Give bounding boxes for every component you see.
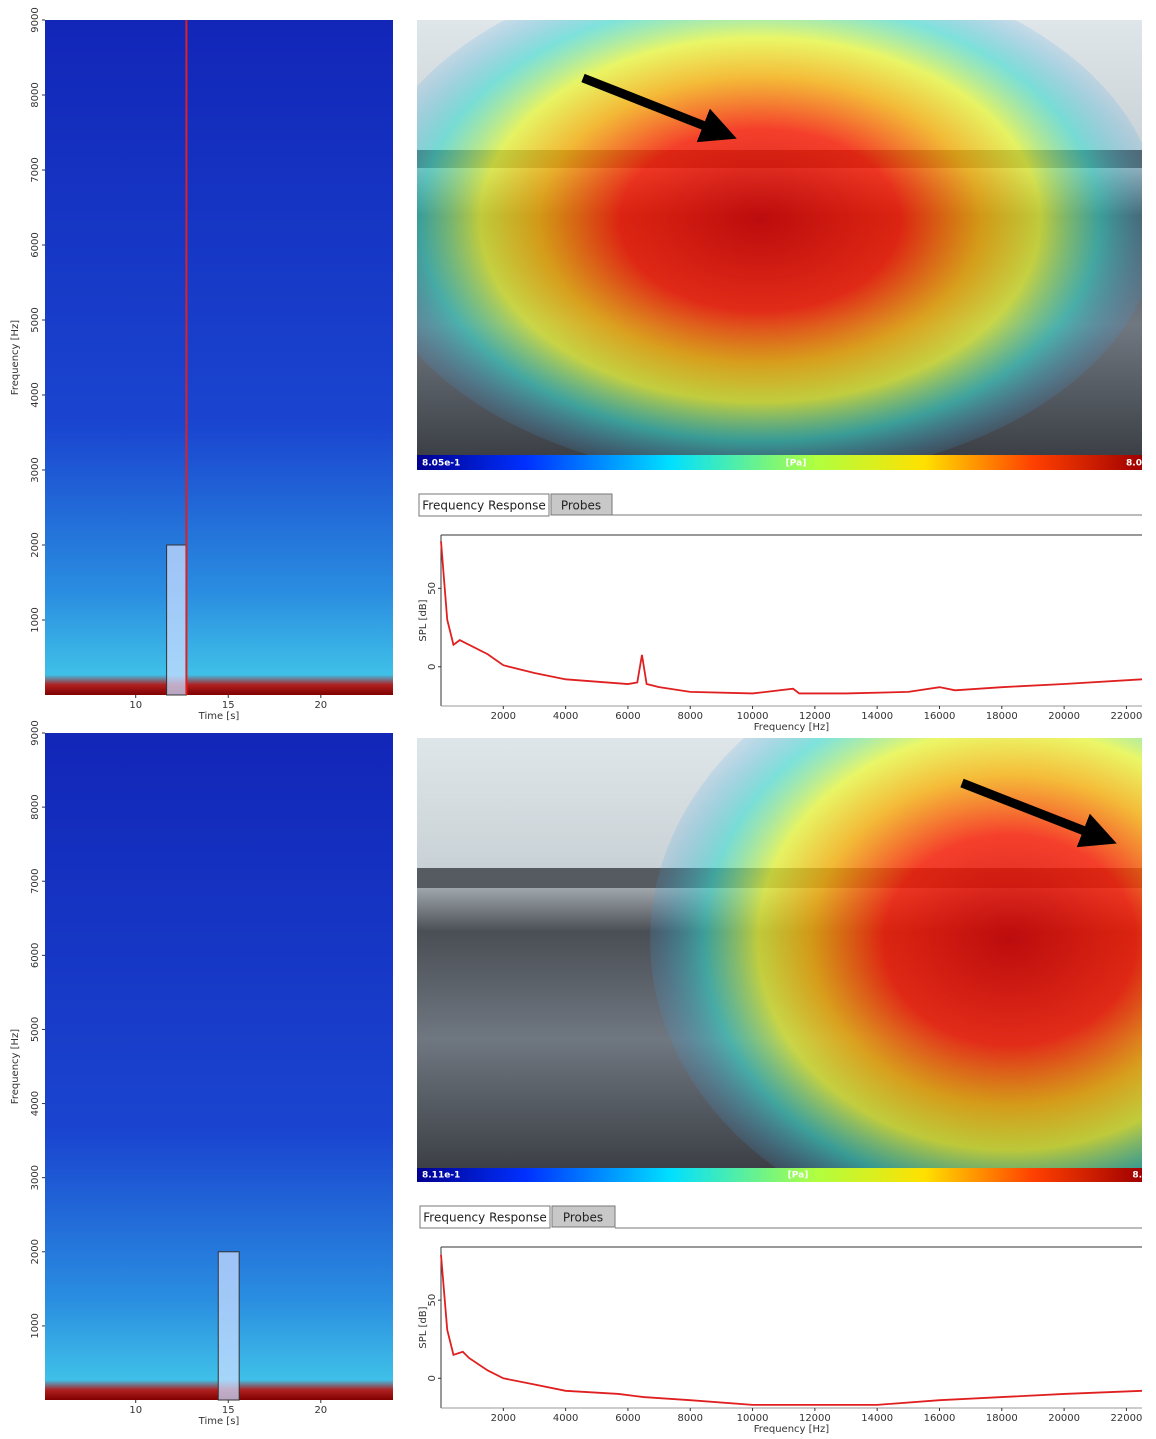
y-tick-label: 5000 xyxy=(30,1017,41,1042)
x-tick-label: 8000 xyxy=(678,711,703,722)
x-tick-label: 16000 xyxy=(924,1413,956,1424)
spl-curve xyxy=(440,1254,1143,1406)
y-tick-label: 2000 xyxy=(30,532,41,557)
y-tick-label: 3000 xyxy=(30,457,41,482)
y-tick-label: 9000 xyxy=(30,720,41,745)
x-axis-label: Time [s] xyxy=(198,1416,240,1427)
y-axis-label: Frequency [Hz] xyxy=(10,1029,21,1105)
y-tick-label: 2000 xyxy=(30,1239,41,1264)
spl-curve xyxy=(440,541,1143,695)
y-tick-label: 1000 xyxy=(30,607,41,632)
selection xyxy=(217,1251,240,1401)
x-tick-label: 4000 xyxy=(553,1413,578,1424)
x-tick-label: 15 xyxy=(222,1405,235,1416)
x-tick-label: 2000 xyxy=(491,711,516,722)
y-tick-label: 0 xyxy=(427,664,438,670)
x-tick-label: 10000 xyxy=(737,1413,769,1424)
x-tick-label: 14000 xyxy=(861,711,893,722)
tab[interactable] xyxy=(419,1205,551,1229)
x-tick-label: 20000 xyxy=(1048,711,1080,722)
y-tick-label: 7000 xyxy=(30,157,41,182)
x-tick-label: 8000 xyxy=(678,1413,703,1424)
y-tick-label: 3000 xyxy=(30,1165,41,1190)
heatmap xyxy=(417,20,1142,455)
y-tick-label: 8000 xyxy=(30,82,41,107)
x-tick-label: 20000 xyxy=(1048,1413,1080,1424)
y-tick-label: 6000 xyxy=(30,943,41,968)
y-tick-label: 50 xyxy=(427,582,438,595)
y-tick-label: 6000 xyxy=(30,232,41,257)
x-tick-label: 22000 xyxy=(1111,711,1143,722)
colorbar-min: 8.05e-1 xyxy=(422,459,460,469)
x-tick-label: 6000 xyxy=(615,1413,640,1424)
arrow xyxy=(960,778,1117,848)
camera-view: 8.05e-1 [Pa] 8.0 Frequency Response Prob… xyxy=(417,20,1142,517)
colorbar-max: 8. xyxy=(1132,1171,1142,1181)
y-tick-label: 5000 xyxy=(30,307,41,332)
y-tick-label: 7000 xyxy=(30,868,41,893)
colorbar-max: 8.0 xyxy=(1126,459,1142,469)
tab-label[interactable]: Probes xyxy=(563,1211,603,1225)
y-tick-label: 50 xyxy=(427,1294,438,1307)
x-tick-label: 20 xyxy=(314,1405,327,1416)
x-tick-label: 4000 xyxy=(553,711,578,722)
tab[interactable] xyxy=(418,493,550,517)
y-tick-label: 1000 xyxy=(30,1313,41,1338)
colorbar-min: 8.11e-1 xyxy=(422,1171,460,1181)
tab-label[interactable]: Frequency Response xyxy=(422,499,545,513)
x-tick-label: 15 xyxy=(222,700,235,711)
y-tick-label: 9000 xyxy=(30,7,41,32)
x-tick-label: 10 xyxy=(129,1405,142,1416)
y-axis-label: SPL [dB] xyxy=(418,1306,429,1348)
tab[interactable] xyxy=(551,1205,616,1228)
selection xyxy=(166,544,187,696)
x-tick-label: 12000 xyxy=(799,1413,831,1424)
spectrogram-image xyxy=(45,20,393,695)
x-tick-label: 10 xyxy=(129,700,142,711)
x-axis-label: Frequency [Hz] xyxy=(754,1424,830,1435)
arrow xyxy=(581,73,737,143)
colorbar-unit: [Pa] xyxy=(786,459,807,469)
x-tick-label: 16000 xyxy=(924,711,956,722)
y-axis-label: Frequency [Hz] xyxy=(10,320,21,396)
y-tick-label: 4000 xyxy=(30,1091,41,1116)
y-axis-label: SPL [dB] xyxy=(418,599,429,641)
x-tick-label: 20 xyxy=(314,700,327,711)
x-tick-label: 10000 xyxy=(737,711,769,722)
x-tick-label: 18000 xyxy=(986,711,1018,722)
tab[interactable] xyxy=(550,493,613,516)
tab-label[interactable]: Probes xyxy=(561,499,601,513)
x-tick-label: 14000 xyxy=(861,1413,893,1424)
colorbar xyxy=(417,1168,1142,1182)
y-tick-label: 8000 xyxy=(30,794,41,819)
camera-view: 8.11e-1 [Pa] 8. Frequency Response Probe… xyxy=(417,738,1142,1229)
x-tick-label: 22000 xyxy=(1111,1413,1143,1424)
heatmap xyxy=(650,738,1142,1168)
y-tick-label: 4000 xyxy=(30,382,41,407)
x-tick-label: 12000 xyxy=(799,711,831,722)
tab-label[interactable]: Frequency Response xyxy=(423,1211,546,1225)
x-tick-label: 6000 xyxy=(615,711,640,722)
colorbar-unit: [Pa] xyxy=(788,1171,809,1181)
colorbar xyxy=(417,455,1142,470)
x-tick-label: 2000 xyxy=(491,1413,516,1424)
x-tick-label: 18000 xyxy=(986,1413,1018,1424)
x-axis-label: Time [s] xyxy=(198,711,240,722)
x-axis-label: Frequency [Hz] xyxy=(754,722,830,733)
y-tick-label: 0 xyxy=(427,1375,438,1381)
